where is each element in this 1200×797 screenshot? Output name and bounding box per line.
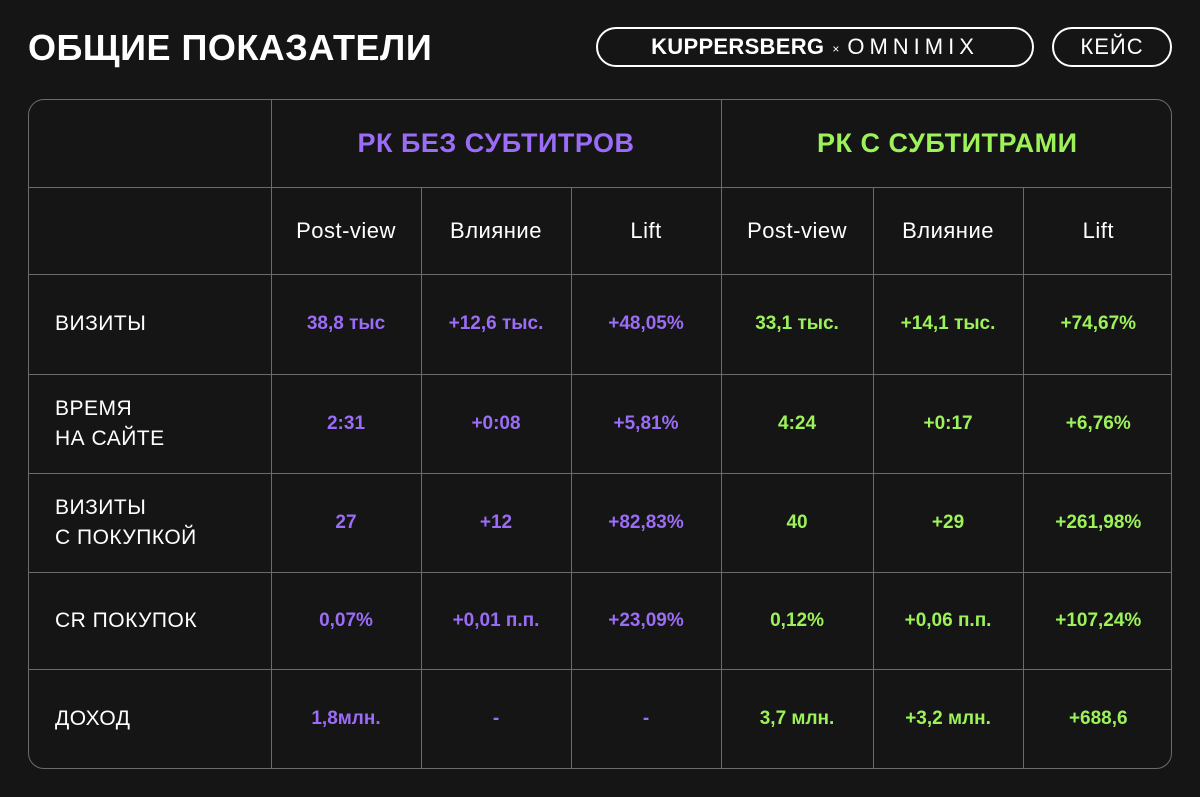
value-cell: +0,06 п.п. <box>872 571 1024 670</box>
value-cell: 3,7 млн. <box>720 668 874 768</box>
value-cell: +6,76% <box>1022 373 1171 474</box>
subheader-cell: Lift <box>570 186 722 275</box>
value-cell: - <box>570 668 722 768</box>
subheader-cell: Post-view <box>720 186 874 275</box>
row-label-line: С ПОКУПКОЙ <box>55 525 197 549</box>
value-cell: +261,98% <box>1022 472 1171 573</box>
value-cell: +0:17 <box>872 373 1024 474</box>
value-cell: 38,8 тыс <box>270 273 422 375</box>
value-cell: +688,6 <box>1022 668 1171 768</box>
value-cell: +12 <box>420 472 572 573</box>
brand-separator: × <box>832 42 840 56</box>
brand-kuppersberg: KUPPERSBERG <box>651 34 825 59</box>
value-cell: 0,12% <box>720 571 874 670</box>
row-label: ВИЗИТЫ С ПОКУПКОЙ <box>29 472 272 573</box>
row-label-line: ДОХОД <box>55 706 131 730</box>
table-row: ВИЗИТЫ 38,8 тыс +12,6 тыс. +48,05% 33,1 … <box>29 273 1171 375</box>
value-cell: 33,1 тыс. <box>720 273 874 375</box>
value-cell: 4:24 <box>720 373 874 474</box>
metrics-table: РК БЕЗ СУБТИТРОВ РК С СУБТИТРАМИ Post-vi… <box>28 99 1172 769</box>
value-cell: +0:08 <box>420 373 572 474</box>
value-cell: +5,81% <box>570 373 722 474</box>
value-cell: +12,6 тыс. <box>420 273 572 375</box>
case-badge: КЕЙС <box>1052 27 1172 67</box>
row-label-line: ВИЗИТЫ <box>55 312 147 335</box>
value-cell: +107,24% <box>1022 571 1171 670</box>
value-cell: +82,83% <box>570 472 722 573</box>
table-row: CR ПОКУПОК 0,07% +0,01 п.п. +23,09% 0,12… <box>29 571 1171 670</box>
row-label-line: ВРЕМЯ <box>55 396 133 420</box>
subheader-cell: Post-view <box>270 186 422 275</box>
value-cell: +29 <box>872 472 1024 573</box>
row-label: CR ПОКУПОК <box>29 571 272 670</box>
group-header-with-subtitles: РК С СУБТИТРАМИ <box>720 100 1171 188</box>
row-label-line: CR ПОКУПОК <box>55 608 198 632</box>
value-cell: 27 <box>270 472 422 573</box>
row-label: ВИЗИТЫ <box>29 273 272 375</box>
table-row: ВРЕМЯ НА САЙТЕ 2:31 +0:08 +5,81% 4:24 +0… <box>29 373 1171 474</box>
value-cell: 40 <box>720 472 874 573</box>
row-label-line: ВИЗИТЫ <box>55 495 147 519</box>
subheader-cell: Влияние <box>872 186 1024 275</box>
group-header-no-subtitles: РК БЕЗ СУБТИТРОВ <box>270 100 722 188</box>
value-cell: +23,09% <box>570 571 722 670</box>
value-cell: 0,07% <box>270 571 422 670</box>
corner-cell <box>29 186 272 275</box>
corner-cell <box>29 100 272 188</box>
subheader-cell: Lift <box>1022 186 1171 275</box>
value-cell: 2:31 <box>270 373 422 474</box>
value-cell: +14,1 тыс. <box>872 273 1024 375</box>
group-header-row: РК БЕЗ СУБТИТРОВ РК С СУБТИТРАМИ <box>29 100 1171 188</box>
subheader-cell: Влияние <box>420 186 572 275</box>
value-cell: +74,67% <box>1022 273 1171 375</box>
value-cell: +3,2 млн. <box>872 668 1024 768</box>
subheader-row: Post-view Влияние Lift Post-view Влияние… <box>29 186 1171 275</box>
brand-badge: KUPPERSBERG × OMNIMIX <box>596 27 1034 67</box>
value-cell: +48,05% <box>570 273 722 375</box>
table-row: ВИЗИТЫ С ПОКУПКОЙ 27 +12 +82,83% 40 +29 … <box>29 472 1171 573</box>
row-label-line: НА САЙТЕ <box>55 426 165 450</box>
table-row: ДОХОД 1,8млн. - - 3,7 млн. +3,2 млн. +68… <box>29 668 1171 768</box>
row-label: ВРЕМЯ НА САЙТЕ <box>29 373 272 474</box>
page-title: ОБЩИЕ ПОКАЗАТЕЛИ <box>28 27 433 68</box>
brand-omnimix: OMNIMIX <box>847 34 979 59</box>
row-label: ДОХОД <box>29 668 272 768</box>
value-cell: - <box>420 668 572 768</box>
value-cell: 1,8млн. <box>270 668 422 768</box>
value-cell: +0,01 п.п. <box>420 571 572 670</box>
